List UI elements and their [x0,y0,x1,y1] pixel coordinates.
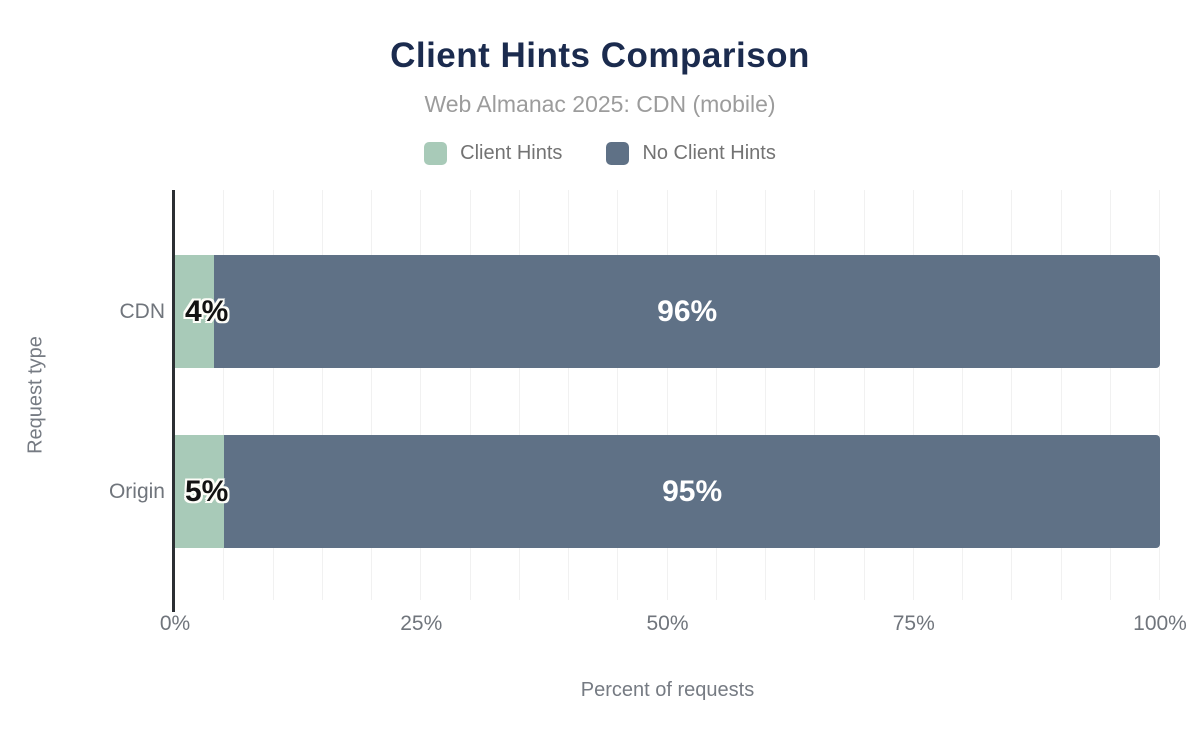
x-axis-tick-label: 75% [892,612,935,635]
chart-title: Client Hints Comparison [390,36,810,75]
gridline [617,190,619,600]
gridline [272,190,274,600]
y-axis-category-label: CDN [119,299,166,323]
gridline [765,190,766,600]
bar-value-label-no-client-hints: 95% [662,474,723,508]
gridline [912,190,914,600]
gridline [1060,190,1062,600]
bar-row-origin[interactable]: 5% 95% [175,435,1160,548]
gridline [666,190,668,600]
bar-segment-no-client-hints[interactable]: 95% [224,435,1160,548]
gridline [420,190,422,600]
gridline [223,190,225,600]
y-axis-title: Request type [24,336,47,454]
bar-segment-client-hints[interactable]: 5% [175,435,228,548]
x-axis-tick-label: 25% [400,612,443,635]
bar-value-label-no-client-hints: 96% [657,294,718,328]
legend-item-0[interactable]: Client Hints [424,142,562,165]
y-axis-line [172,190,175,612]
bar-value-label-client-hints: 5% [185,474,229,508]
y-axis-category-label: Origin [108,479,165,503]
legend-item-label: No Client Hints [642,142,776,164]
gridline [568,190,569,600]
gridline [1011,190,1013,600]
x-axis-tick-label: 50% [646,612,689,635]
gridline [469,190,471,600]
legend-swatch-icon [424,142,448,165]
x-axis-title: Percent of requests [580,679,755,701]
gridline [1159,190,1160,600]
legend-item-1[interactable]: No Client Hints [606,142,776,165]
bar-segment-client-hints[interactable]: 4% [175,255,228,368]
gridline [962,190,963,600]
gridline [863,190,865,600]
x-axis-tick-label: 0% [159,612,191,635]
gridline [1109,190,1111,600]
legend-item-label: Client Hints [460,142,563,164]
plot-area: CDN 4% 96% Origin 5% 95% [109,190,1160,612]
gridline [321,190,323,600]
chart-subtitle: Web Almanac 2025: CDN (mobile) [424,91,776,117]
bar-row-cdn[interactable]: 4% 96% [175,255,1160,368]
x-axis-tick-label: 100% [1133,612,1187,635]
gridline [518,190,520,600]
gridline [814,190,816,600]
bar-value-label-client-hints: 4% [185,294,229,328]
legend: Client Hints No Client Hints [0,142,1200,165]
legend-swatch-icon [606,142,630,165]
gridline [715,190,717,600]
bar-segment-no-client-hints[interactable]: 96% [214,255,1160,368]
gridline [371,190,372,600]
